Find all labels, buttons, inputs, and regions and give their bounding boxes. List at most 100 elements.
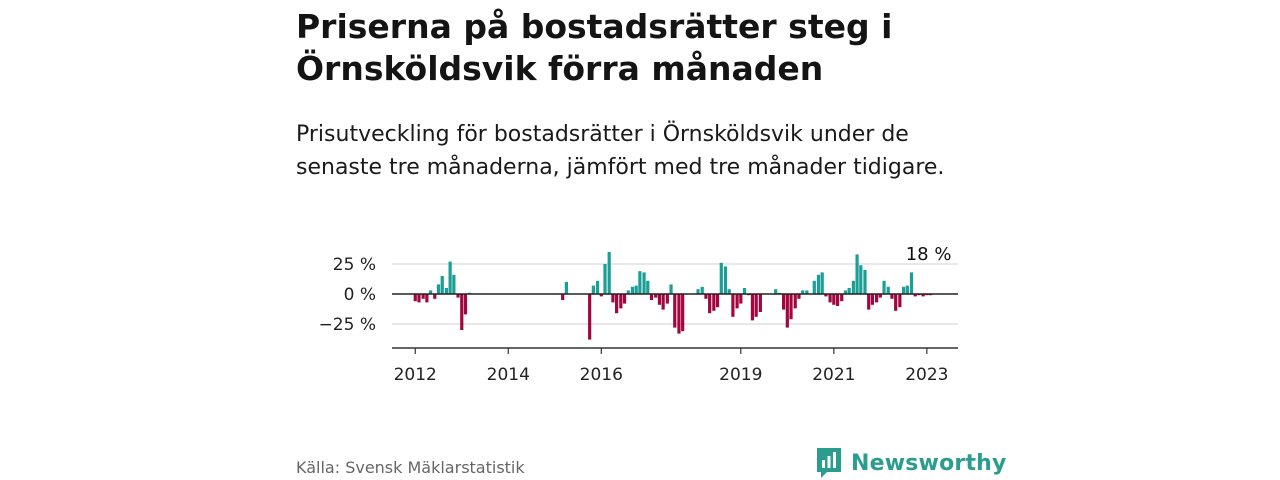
bar <box>835 294 840 306</box>
bar <box>894 294 898 311</box>
bar <box>700 286 704 294</box>
x-tick-label: 2012 <box>394 365 437 385</box>
bar <box>805 290 809 294</box>
bar <box>882 280 886 294</box>
bar <box>642 272 646 294</box>
bar <box>436 284 441 294</box>
bar <box>622 294 627 304</box>
bar <box>820 272 824 294</box>
bar <box>723 266 728 294</box>
x-tick-label: 2019 <box>719 365 762 385</box>
bar <box>758 294 762 312</box>
bar <box>564 282 568 294</box>
page-title: Priserna på bostadsrätter steg i Örnsköl… <box>296 7 893 88</box>
bar <box>595 280 600 294</box>
bar <box>886 286 890 294</box>
bar <box>615 294 619 314</box>
bar <box>657 294 662 305</box>
bar <box>898 294 902 308</box>
bar <box>785 294 789 328</box>
bar <box>812 280 816 294</box>
bar <box>875 294 879 303</box>
bar <box>413 294 417 302</box>
bar <box>731 294 735 317</box>
bar <box>754 294 758 317</box>
bar <box>863 270 867 294</box>
bar <box>619 294 623 309</box>
bar <box>561 294 565 300</box>
bar <box>832 294 836 305</box>
bar <box>681 294 685 332</box>
bar <box>824 294 828 297</box>
page-subtitle: Prisutveckling för bostadsrätter i Örnsk… <box>296 122 945 180</box>
last-value-annotation: 18 % <box>906 244 952 265</box>
bar <box>793 294 797 309</box>
bar <box>456 294 460 298</box>
x-tick-label: 2021 <box>812 365 855 385</box>
newsworthy-logo-icon <box>817 448 841 478</box>
y-tick-label: 0 % <box>344 285 376 305</box>
bar <box>847 288 851 294</box>
bar <box>789 294 793 320</box>
bar <box>646 280 650 294</box>
bar <box>607 252 611 294</box>
bar <box>909 272 914 294</box>
bar <box>712 294 716 311</box>
bar <box>630 286 635 294</box>
bar <box>673 294 677 328</box>
bar <box>840 294 844 302</box>
bar <box>425 294 429 303</box>
bar <box>901 286 906 294</box>
bar-chart: 25 % 0 % −25 % 2012 2014 2016 2019 2021 2023 18 % <box>319 244 958 385</box>
bar <box>843 290 848 294</box>
x-tick-label: 2014 <box>487 365 530 385</box>
bar <box>448 261 452 294</box>
bar <box>715 294 720 308</box>
bar <box>735 294 739 309</box>
bar <box>851 280 855 294</box>
bar <box>727 289 731 294</box>
bar <box>661 294 665 310</box>
bar <box>708 294 712 314</box>
source-note: Källa: Svensk Mäklarstatistik <box>296 458 525 477</box>
bar <box>452 274 456 294</box>
bar <box>855 254 859 294</box>
bar <box>626 290 630 294</box>
bar <box>913 294 917 297</box>
bar <box>611 294 615 303</box>
bar <box>654 294 658 298</box>
tick-labels: 25 % 0 % −25 % 2012 2014 2016 2019 2021 2023 18 % <box>319 244 952 385</box>
bar <box>634 285 638 294</box>
x-tick-label: 2016 <box>580 365 623 385</box>
bar <box>878 294 882 298</box>
bar <box>421 294 425 299</box>
bar <box>649 294 654 300</box>
axes <box>392 293 958 354</box>
bar <box>797 294 801 299</box>
bars <box>413 252 933 340</box>
bar <box>870 294 875 305</box>
newsworthy-logo: Newsworthy <box>815 446 1007 480</box>
bar <box>669 284 673 294</box>
bar <box>867 294 871 310</box>
bar <box>599 294 603 297</box>
bar <box>638 271 642 294</box>
bar <box>921 294 925 297</box>
bar <box>801 290 805 294</box>
bar <box>704 294 708 299</box>
bar <box>677 294 681 334</box>
bar <box>739 294 743 304</box>
bar <box>696 289 700 294</box>
bar <box>905 285 909 294</box>
bar <box>828 294 832 303</box>
bar <box>603 264 607 294</box>
bar <box>433 294 437 299</box>
bar <box>742 288 747 294</box>
bar <box>588 294 592 340</box>
bar <box>429 290 433 294</box>
logo-text: Newsworthy <box>851 450 1007 476</box>
bar <box>774 289 778 294</box>
bar <box>859 265 863 294</box>
bar <box>719 262 723 294</box>
bar <box>440 276 444 294</box>
